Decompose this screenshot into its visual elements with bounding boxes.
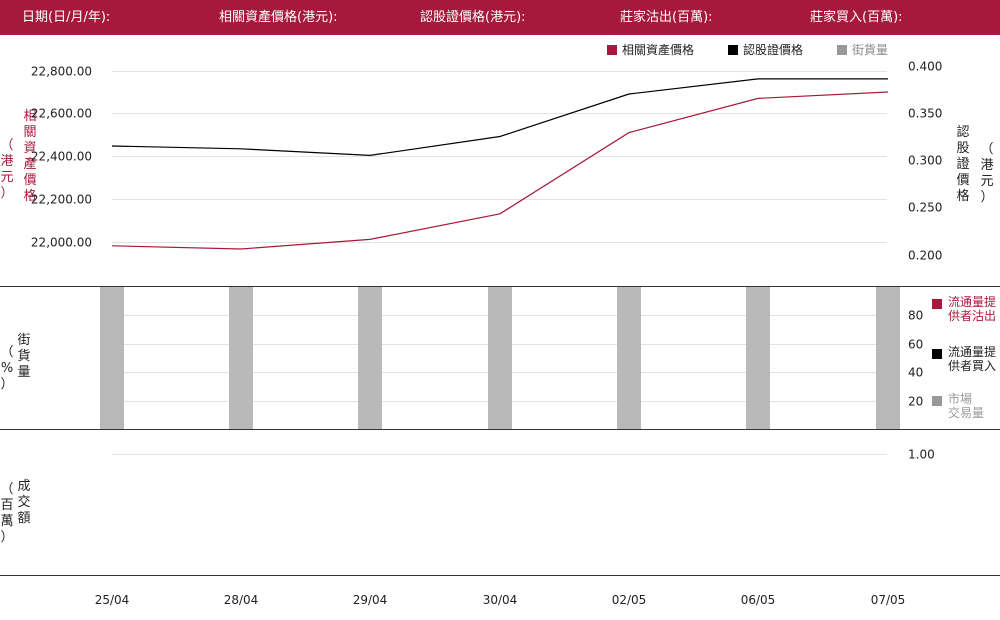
left-tick-label: 22,000.00 xyxy=(31,236,92,250)
warrant-price-label: 認股證價格(港元): xyxy=(420,10,526,25)
outstanding-bar xyxy=(746,287,770,429)
outstanding-tick-label: 80 xyxy=(908,309,923,323)
outstanding-bar xyxy=(488,287,512,429)
outstanding-tick-label: 20 xyxy=(908,395,923,409)
outstanding-tick-label: 60 xyxy=(908,338,923,352)
legend-warrant[interactable]: 認股證價格 xyxy=(728,36,803,64)
left-tick-label: 22,200.00 xyxy=(31,193,92,207)
x-tick-label: 25/04 xyxy=(95,593,130,607)
outstanding-bar xyxy=(358,287,382,429)
legend-outstanding-label: 街貨量 xyxy=(852,43,889,57)
legend-underlying-swatch xyxy=(607,45,617,55)
outstanding-bar xyxy=(229,287,253,429)
underlying-price-line xyxy=(111,91,889,250)
right-tick-label: 0.400 xyxy=(908,60,942,74)
left-tick-label: 22,400.00 xyxy=(31,150,92,164)
x-tick-label: 29/04 xyxy=(353,593,388,607)
x-tick-label: 28/04 xyxy=(224,593,259,607)
right-tick-label: 0.300 xyxy=(908,154,942,168)
legend-lp-buy-swatch xyxy=(932,349,942,359)
legend-outstanding[interactable]: 街貨量 xyxy=(837,36,888,64)
warrant-price-line xyxy=(111,78,888,157)
turnover-tick-label: 1.00 xyxy=(908,448,935,462)
legend-warrant-label: 認股證價格 xyxy=(743,43,804,57)
legend-warrant-swatch xyxy=(728,45,738,55)
legend-underlying[interactable]: 相關資產價格 xyxy=(607,36,694,64)
right-tick-label: 0.350 xyxy=(908,107,942,121)
date-label: 日期(日/月/年): xyxy=(22,10,111,25)
left-axis-title: 相關資產價格 xyxy=(23,109,37,204)
outstanding-tick-label: 40 xyxy=(908,366,923,380)
x-tick-label: 30/04 xyxy=(483,593,518,607)
market-maker-buy-label: 莊家買入(百萬): xyxy=(810,10,903,25)
left-tick-label: 22,800.00 xyxy=(31,65,92,79)
right-tick-label: 0.250 xyxy=(908,201,942,215)
legend-lp-sell-swatch xyxy=(932,299,942,309)
x-tick-label: 07/05 xyxy=(871,593,906,607)
left-tick-label: 22,600.00 xyxy=(31,107,92,121)
legend-underlying-label: 相關資產價格 xyxy=(622,43,695,57)
turnover-axis-unit: （百萬） xyxy=(0,482,14,545)
legend-outstanding-swatch xyxy=(837,45,847,55)
outstanding-bar xyxy=(100,287,124,429)
right-axis-unit: （港元） xyxy=(980,142,994,205)
outstanding-axis-unit: （%） xyxy=(0,345,14,392)
outstanding-bar xyxy=(617,287,641,429)
legend-market-volume-swatch xyxy=(932,396,942,406)
header-bar: 日期(日/月/年): 相關資產價格(港元): 認股證價格(港元): 莊家沽出(百… xyxy=(0,0,1000,35)
x-tick-label: 06/05 xyxy=(741,593,776,607)
underlying-price-label: 相關資產價格(港元): xyxy=(219,10,338,25)
outstanding-bar xyxy=(876,287,900,429)
right-tick-label: 0.200 xyxy=(908,249,942,263)
x-tick-label: 02/05 xyxy=(612,593,647,607)
left-axis-unit: （港元） xyxy=(0,138,14,201)
market-maker-sell-label: 莊家沽出(百萬): xyxy=(620,10,713,25)
outstanding-axis-title: 街貨量 xyxy=(17,333,31,380)
turnover-axis-title: 成交額 xyxy=(17,479,31,526)
right-axis-title: 認股證價格 xyxy=(956,125,970,204)
